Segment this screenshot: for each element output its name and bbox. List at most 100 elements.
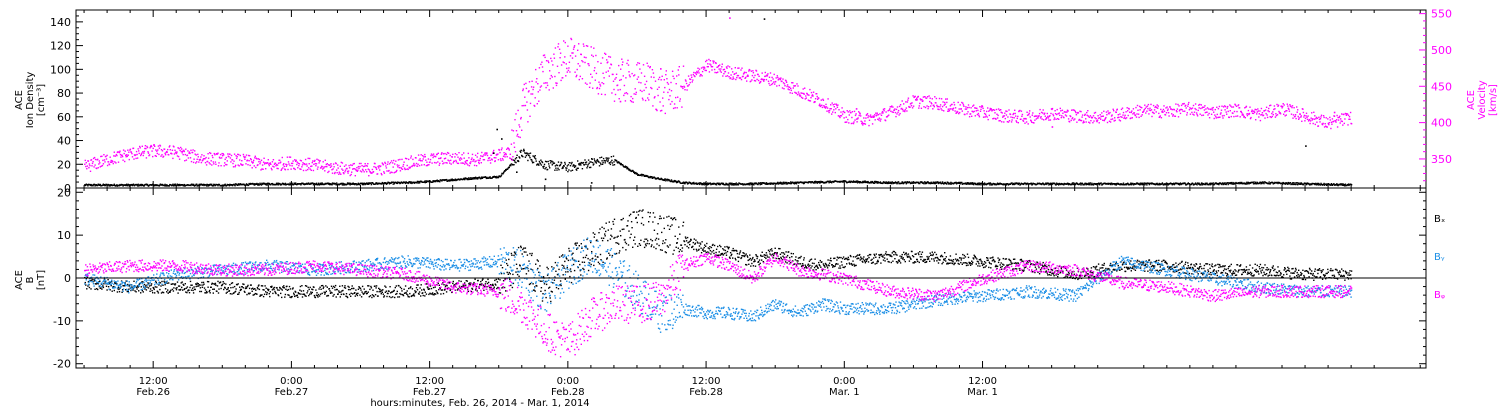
data-point	[651, 69, 654, 71]
data-point	[113, 184, 115, 186]
data-point	[508, 166, 510, 169]
data-point	[1207, 114, 1209, 116]
data-point	[677, 96, 679, 98]
data-point	[99, 162, 101, 164]
data-point	[1303, 116, 1305, 118]
data-point	[283, 163, 285, 165]
data-point	[1086, 111, 1088, 114]
data-point	[1124, 114, 1126, 116]
data-point	[361, 168, 364, 171]
data-point	[1249, 117, 1252, 120]
data-point	[879, 181, 882, 183]
data-point	[336, 172, 338, 174]
data-point	[584, 161, 587, 164]
data-point	[1025, 118, 1027, 120]
data-point	[605, 160, 607, 162]
data-point	[481, 176, 483, 178]
data-point	[330, 163, 332, 165]
data-point	[335, 184, 337, 186]
data-point	[695, 73, 698, 76]
data-point	[1072, 117, 1074, 119]
data-point	[1150, 183, 1153, 185]
data-point	[587, 163, 589, 166]
data-point	[810, 182, 812, 184]
data-point	[213, 152, 215, 155]
data-point	[1187, 182, 1189, 184]
data-point	[1025, 183, 1027, 186]
data-point	[833, 181, 835, 183]
data-point	[131, 184, 133, 186]
data-point	[544, 56, 546, 59]
data-point	[119, 153, 122, 156]
data-point	[356, 170, 359, 172]
data-point	[437, 152, 439, 154]
data-point	[681, 86, 684, 88]
data-point	[665, 180, 667, 182]
data-point	[424, 153, 426, 156]
data-point	[510, 157, 512, 160]
data-point	[652, 72, 655, 74]
data-point	[358, 167, 360, 170]
data-point	[452, 179, 454, 182]
data-point	[1273, 182, 1276, 185]
data-point	[1012, 182, 1015, 185]
data-point	[764, 71, 766, 74]
data-point	[1146, 184, 1148, 186]
data-point	[502, 173, 504, 175]
data-point	[757, 183, 759, 186]
data-point	[484, 154, 487, 156]
data-point	[1248, 183, 1250, 185]
data-point	[702, 183, 704, 185]
data-point	[118, 185, 121, 187]
data-point	[381, 174, 383, 176]
data-point	[357, 182, 360, 184]
data-point	[890, 182, 892, 185]
data-point	[696, 183, 699, 185]
data-point	[1062, 112, 1064, 114]
data-point	[978, 116, 981, 118]
data-point	[939, 104, 942, 106]
data-point	[1239, 116, 1241, 118]
data-point	[107, 161, 110, 163]
data-point	[194, 153, 196, 155]
data-point	[857, 180, 859, 183]
data-point	[655, 108, 658, 111]
data-point	[954, 110, 956, 112]
data-point	[653, 97, 656, 99]
data-point	[980, 184, 982, 186]
data-point	[683, 85, 685, 88]
data-point	[1045, 118, 1047, 121]
data-point	[697, 70, 700, 72]
data-point	[362, 183, 365, 186]
data-point	[672, 75, 674, 77]
data-point	[665, 74, 667, 76]
data-point	[1190, 108, 1193, 110]
data-point	[1342, 183, 1344, 185]
data-point	[1071, 117, 1073, 120]
data-point	[880, 118, 882, 120]
data-point	[569, 55, 572, 57]
data-point	[1229, 182, 1231, 184]
data-point	[1163, 105, 1165, 107]
data-point	[288, 163, 290, 165]
data-point	[858, 111, 860, 113]
data-point	[1002, 184, 1004, 186]
data-point	[332, 163, 335, 165]
data-point	[534, 97, 536, 99]
data-point	[562, 77, 564, 79]
data-point	[820, 99, 822, 101]
data-point	[836, 104, 838, 107]
data-point	[409, 167, 411, 169]
data-point	[122, 149, 125, 151]
data-point	[804, 98, 806, 100]
data-point	[1184, 105, 1186, 107]
data-point	[384, 162, 387, 165]
data-point	[980, 108, 982, 111]
data-point	[698, 183, 701, 186]
data-point	[1309, 120, 1312, 122]
data-point	[1168, 115, 1170, 117]
data-point	[447, 159, 449, 161]
data-point	[1149, 109, 1152, 112]
data-point	[629, 76, 631, 78]
data-point	[327, 164, 330, 166]
